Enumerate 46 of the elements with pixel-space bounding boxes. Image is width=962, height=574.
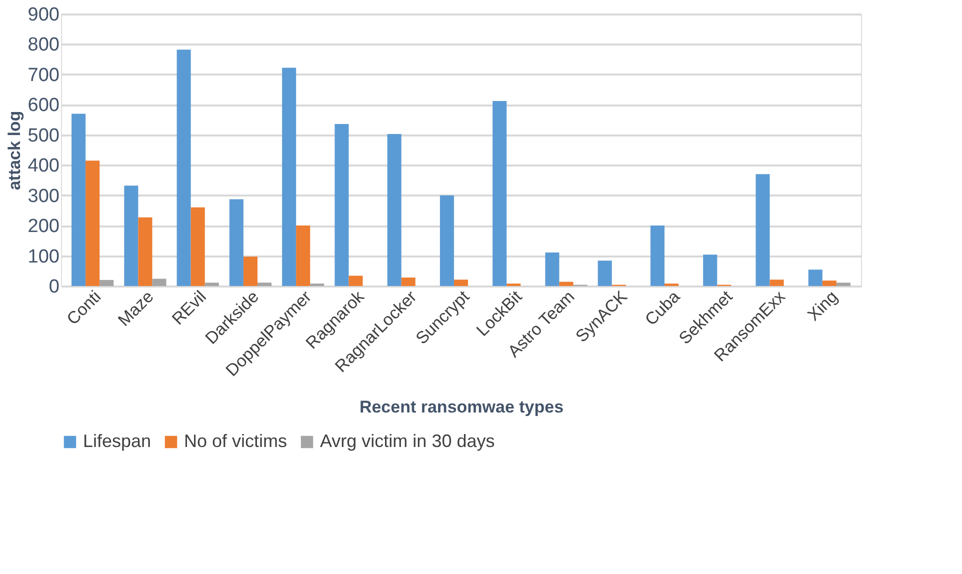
bar <box>152 278 166 286</box>
y-tick-label: 600 <box>28 95 60 116</box>
bar <box>86 160 100 286</box>
legend-label: No of victims <box>184 431 288 451</box>
bar <box>836 282 850 286</box>
bar <box>204 282 219 286</box>
y-tick-label: 300 <box>28 186 60 207</box>
y-tick-label: 500 <box>28 125 60 146</box>
bar <box>401 278 416 286</box>
bar <box>808 270 822 286</box>
bar <box>72 114 86 286</box>
bar <box>229 199 244 286</box>
legend-label: Lifespan <box>83 431 152 451</box>
legend-label: Avrg victim in 30 days <box>320 431 495 451</box>
bar <box>822 280 836 286</box>
y-tick-label: 400 <box>28 156 60 177</box>
bar <box>100 280 114 286</box>
bar <box>243 256 258 286</box>
bar <box>138 217 152 286</box>
bar <box>124 186 138 286</box>
bar <box>598 260 612 286</box>
y-tick-label: 800 <box>28 34 60 56</box>
bar <box>454 280 468 286</box>
bar <box>176 50 191 286</box>
bar <box>282 68 296 286</box>
y-tick-label: 0 <box>48 276 60 298</box>
bar <box>559 282 574 286</box>
bar <box>440 195 454 286</box>
x-axis-title: Recent ransomwae types <box>359 397 564 416</box>
bar <box>756 174 770 286</box>
y-tick-label: 900 <box>28 4 60 26</box>
bar <box>770 280 784 286</box>
y-tick-label: 100 <box>28 246 60 268</box>
bar <box>545 252 560 286</box>
bar <box>190 207 205 286</box>
bar <box>257 282 272 286</box>
bar <box>387 134 402 286</box>
y-tick-label: 700 <box>28 64 60 86</box>
bar <box>348 276 363 286</box>
bar <box>492 101 507 286</box>
bar <box>334 124 349 286</box>
bar <box>703 254 718 286</box>
y-axis-title: attack log <box>4 110 24 190</box>
bar <box>650 226 665 286</box>
bar <box>296 226 310 286</box>
y-tick-label: 200 <box>28 216 60 238</box>
